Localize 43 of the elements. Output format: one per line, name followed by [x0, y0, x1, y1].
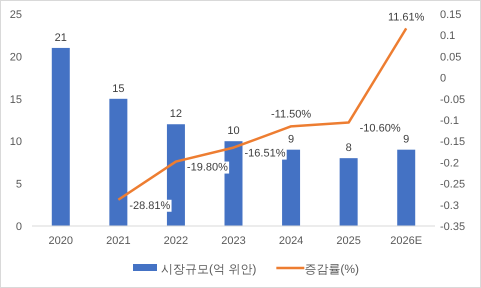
- y2-tick-label: 0: [440, 72, 446, 85]
- y-tick-label: 10: [10, 136, 22, 148]
- x-tick-label: 2023: [221, 235, 246, 247]
- x-tick-label: 2022: [164, 235, 188, 247]
- y2-tick-label: -0.15: [440, 136, 466, 148]
- y-tick-label: 25: [10, 9, 22, 21]
- y2-tick-label: -0.1: [440, 115, 459, 127]
- data-label: -11.50%: [270, 108, 312, 120]
- legend-label: 시장규모(억 위안): [161, 262, 256, 276]
- bar: [397, 150, 416, 226]
- data-label: 12: [170, 108, 182, 120]
- data-label: 9: [403, 134, 410, 146]
- data-label: -19.80%: [186, 162, 228, 174]
- x-tick-label: 2020: [48, 235, 74, 247]
- y2-tick-label: 0.05: [440, 51, 462, 64]
- data-label: -28.81%: [129, 200, 171, 212]
- y-tick-label: 5: [16, 178, 22, 191]
- bar: [340, 158, 358, 226]
- x-tick-label: 2021: [106, 235, 131, 247]
- y2-tick-label: -0.2: [440, 157, 459, 170]
- y-tick-label: 15: [10, 94, 22, 106]
- bar: [109, 98, 128, 226]
- data-label: 10: [227, 125, 240, 138]
- y2-tick-label: -0.3: [440, 200, 459, 212]
- y2-tick-label: -0.25: [440, 178, 466, 191]
- x-tick-label: 2026E: [390, 235, 422, 247]
- y-tick-label: 0: [16, 221, 22, 233]
- y2-tick-label: -0.05: [440, 94, 466, 106]
- x-tick-label: 2024: [278, 235, 304, 247]
- data-label: 9: [288, 134, 294, 146]
- y2-tick-label: 0.15: [440, 9, 462, 21]
- y2-tick-label: -0.35: [440, 221, 466, 233]
- data-label: -16.51%: [244, 148, 286, 160]
- x-tick-label: 2025: [336, 235, 361, 247]
- data-label: 21: [54, 32, 67, 44]
- data-label: 11.61%: [388, 11, 425, 24]
- data-label: -10.60%: [360, 122, 401, 135]
- data-label: 15: [112, 82, 124, 95]
- data-label: 8: [346, 142, 352, 154]
- y-tick-label: 20: [10, 51, 22, 64]
- y2-tick-label: 0.1: [440, 30, 456, 42]
- legend-label: 증감률(%): [304, 262, 359, 276]
- bar: [52, 48, 70, 226]
